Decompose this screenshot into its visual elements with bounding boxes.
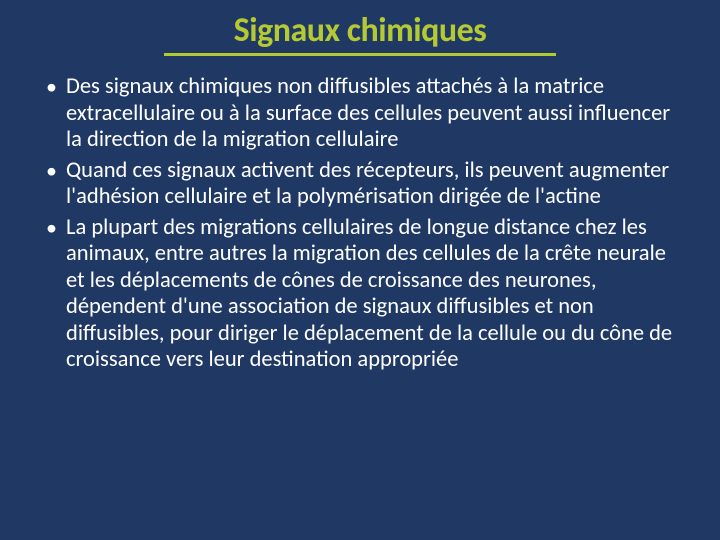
slide-title: Signaux chimiques: [164, 10, 557, 56]
list-item: Des signaux chimiques non diffusibles at…: [46, 74, 682, 154]
list-item: La plupart des migrations cellulaires de…: [46, 215, 682, 374]
list-item: Quand ces signaux activent des récepteur…: [46, 158, 682, 211]
title-container: Signaux chimiques: [28, 10, 692, 56]
slide: Signaux chimiques Des signaux chimiques …: [0, 0, 720, 540]
bullet-list: Des signaux chimiques non diffusibles at…: [28, 74, 692, 374]
